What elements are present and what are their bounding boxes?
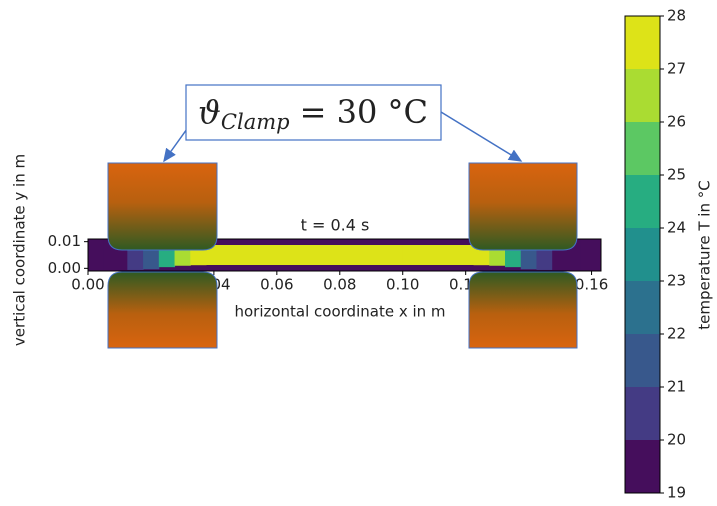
- arrow: [440, 111, 523, 162]
- colorbar-tick-label: 20: [667, 431, 686, 449]
- field-cell: [580, 239, 602, 271]
- x-tick-label: 0.08: [323, 276, 356, 294]
- colorbar-tick-label: 19: [667, 484, 686, 502]
- colorbar-tick-label: 25: [667, 166, 686, 184]
- field-cell: [88, 239, 105, 271]
- colorbar-tick-label: 26: [667, 113, 686, 131]
- colorbar-frame: [624, 15, 661, 494]
- colorbar-band: [625, 440, 660, 493]
- clamp: [107, 271, 218, 349]
- colorbar-band: [625, 334, 660, 387]
- field-cell: [276, 245, 404, 265]
- x-tick-label: 0.10: [386, 276, 419, 294]
- y-tick-label: 0.01: [48, 232, 81, 250]
- y-tick-label: 0.00: [48, 259, 81, 277]
- colorbar-band: [625, 69, 660, 122]
- colorbar-tick-label: 24: [667, 219, 686, 237]
- colorbar-tick-label: 27: [667, 60, 686, 78]
- field-cell: [402, 245, 475, 265]
- y-axis-label: vertical coordinate y in m: [11, 154, 29, 346]
- colorbar-tick-label: 23: [667, 272, 686, 290]
- annotation-symbol: ϑ: [198, 93, 221, 131]
- x-axis-label: horizontal coordinate x in m: [234, 303, 445, 321]
- plot-frame: [87, 238, 602, 272]
- colorbar-band: [625, 387, 660, 440]
- annotation-box: [185, 84, 442, 141]
- colorbar-band: [625, 228, 660, 281]
- annotation-text: = 30 °C: [300, 93, 428, 131]
- clamp: [468, 162, 578, 251]
- colorbar-band: [625, 175, 660, 228]
- plot-title: t = 0.4 s: [301, 216, 370, 235]
- colorbar-band: [625, 16, 660, 69]
- colorbar-label: temperature T in °C: [696, 180, 714, 329]
- x-tick-label: 0.06: [260, 276, 293, 294]
- x-tick-label: 0.16: [575, 276, 608, 294]
- colorbar-tick-label: 28: [667, 7, 686, 25]
- clamp: [107, 162, 218, 251]
- colorbar-band: [625, 122, 660, 175]
- x-tick-label: 0.00: [71, 276, 104, 294]
- annotation-subscript: Clamp: [221, 110, 290, 134]
- clamp: [468, 271, 578, 349]
- annotation: ϑClamp = 30 °C: [198, 93, 428, 134]
- field-cell: [206, 245, 278, 265]
- colorbar-tick-label: 21: [667, 378, 686, 396]
- clamps: [107, 162, 578, 349]
- colorbar-band: [625, 281, 660, 334]
- colorbar-tick-label: 22: [667, 325, 686, 343]
- colorbar: 19 20 21 22 23 24 25 26 27 28: [624, 7, 686, 502]
